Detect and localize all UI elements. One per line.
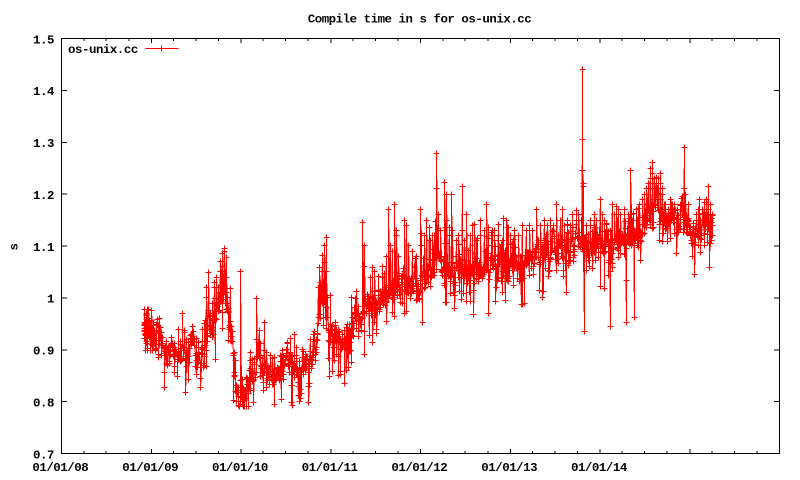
svg-text:01/01/14: 01/01/14	[571, 461, 628, 475]
svg-text:01/01/10: 01/01/10	[212, 461, 268, 475]
svg-text:01/01/11: 01/01/11	[302, 461, 358, 475]
svg-text:1: 1	[47, 293, 54, 307]
svg-text:01/01/09: 01/01/09	[122, 461, 178, 475]
svg-text:01/01/08: 01/01/08	[32, 461, 88, 475]
svg-text:1.2: 1.2	[33, 189, 54, 203]
svg-text:1.4: 1.4	[33, 85, 55, 99]
svg-text:0.7: 0.7	[33, 448, 54, 462]
svg-text:01/01/13: 01/01/13	[481, 461, 537, 475]
svg-text:0.8: 0.8	[33, 396, 54, 410]
svg-text:Compile time in s for os-unix.: Compile time in s for os-unix.cc	[308, 12, 532, 26]
svg-text:1.5: 1.5	[33, 33, 54, 47]
svg-text:os-unix.cc: os-unix.cc	[68, 43, 138, 57]
svg-text:0.9: 0.9	[33, 345, 54, 359]
svg-text:1.3: 1.3	[33, 137, 54, 151]
svg-text:1.1: 1.1	[33, 241, 54, 255]
svg-text:01/01/12: 01/01/12	[391, 461, 447, 475]
svg-text:s: s	[8, 244, 22, 251]
